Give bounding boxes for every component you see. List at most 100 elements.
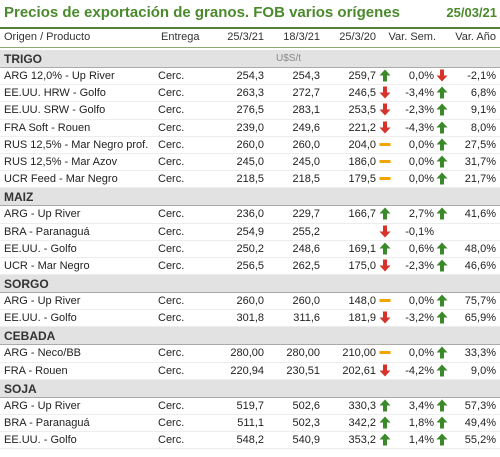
- delivery-cell: Cerc.: [158, 87, 185, 100]
- price-date-1: 548,2: [236, 434, 264, 447]
- price-date-3: 179,5: [348, 173, 376, 186]
- weekly-variation: -2,3%: [405, 259, 434, 272]
- price-date-2: 255,2: [292, 225, 320, 238]
- arrow-up-icon: [436, 364, 448, 377]
- section-name: TRIGO: [4, 52, 42, 66]
- table-row: ARG - Up River Cerc. 260,0 260,0 148,0 0,0% 75…: [0, 293, 500, 311]
- price-date-2: 218,5: [292, 173, 320, 186]
- price-date-2: 280,00: [286, 347, 320, 360]
- yearly-variation: 75,7%: [464, 295, 496, 308]
- weekly-variation: -3,2%: [405, 312, 434, 325]
- price-date-3: 175,0: [348, 259, 376, 272]
- delivery-cell: Cerc.: [158, 155, 185, 168]
- table-row: EE.UU. SRW - Golfo Cerc. 276,5 283,1 253,5 -2…: [0, 102, 500, 120]
- section-name: SOJA: [4, 381, 37, 396]
- report-title: Precios de exportación de granos. FOB va…: [4, 3, 400, 21]
- col-date-2: 18/3/21: [283, 31, 320, 43]
- yearly-variation: -2,1%: [467, 70, 496, 82]
- table-row: EE.UU. - Golfo Cerc. 301,8 311,6 181,9 -3,2% 6…: [0, 310, 500, 328]
- delivery-cell: Cerc.: [158, 364, 185, 377]
- delivery-cell: Cerc.: [158, 121, 185, 134]
- table-row: BRA - Paranaguá Cerc. 511,1 502,3 342,2 1,8% 4…: [0, 415, 500, 433]
- price-date-3: 342,2: [348, 417, 376, 429]
- report-header: Precios de exportación de granos. FOB va…: [0, 0, 500, 24]
- price-date-3: 169,1: [348, 242, 376, 255]
- price-date-2: 283,1: [292, 104, 320, 117]
- price-date-2: 272,7: [292, 87, 320, 100]
- dash-icon: [379, 172, 391, 185]
- col-product: Origen / Producto: [4, 31, 91, 43]
- product-name: ARG - Up River: [4, 295, 81, 308]
- price-date-1: 260,0: [236, 138, 264, 151]
- delivery-cell: Cerc.: [158, 208, 185, 221]
- arrow-up-icon: [379, 242, 391, 255]
- price-date-3: 221,2: [348, 121, 376, 134]
- price-date-2: 249,6: [292, 121, 320, 134]
- delivery-cell: Cerc.: [158, 347, 185, 360]
- product-name: UCR Feed - Mar Negro: [4, 173, 118, 186]
- product-name: RUS 12,5% - Mar Azov: [4, 155, 118, 168]
- arrow-down-icon: [379, 103, 391, 116]
- weekly-variation: -0,1%: [405, 225, 434, 238]
- price-date-1: 519,7: [236, 399, 264, 412]
- dash-icon: [379, 155, 391, 168]
- yearly-variation: 8,0%: [470, 121, 496, 134]
- weekly-variation: 0,0%: [408, 347, 434, 360]
- table-row: FRA - Rouen Cerc. 220,94 230,51 202,61 -4,2% 9…: [0, 363, 500, 380]
- price-date-1: 218,5: [236, 173, 264, 186]
- table-row: RUS 12,5% - Mar Negro prof. Cerc. 260,0 260…: [0, 137, 500, 154]
- weekly-variation: 1,4%: [408, 434, 434, 447]
- weekly-variation: 0,0%: [408, 155, 434, 168]
- price-date-1: 254,3: [236, 70, 264, 82]
- delivery-cell: Cerc.: [158, 417, 185, 429]
- table-row: ARG - Up River Cerc. 236,0 229,7 166,7 2,7% 41…: [0, 206, 500, 224]
- weekly-variation: 0,0%: [408, 295, 434, 308]
- price-date-2: 260,0: [292, 138, 320, 151]
- weekly-variation: 0,6%: [408, 242, 434, 255]
- table-row: RUS 12,5% - Mar Azov Cerc. 245,0 245,0 186,0…: [0, 154, 500, 172]
- price-date-2: 260,0: [292, 295, 320, 308]
- yearly-variation: 9,0%: [470, 364, 496, 377]
- arrow-down-icon: [379, 86, 391, 99]
- col-var-year: Var. Año: [455, 31, 496, 43]
- section-name: MAIZ: [4, 190, 34, 205]
- section-header: CEBADA: [0, 327, 500, 346]
- section-name: CEBADA: [4, 329, 56, 344]
- section-header: TRIGO U$S/t: [0, 50, 500, 68]
- report-date: 25/03/21: [446, 4, 497, 20]
- weekly-variation: -2,3%: [405, 104, 434, 117]
- price-date-2: 502,6: [292, 399, 320, 412]
- weekly-variation: 3,4%: [408, 399, 434, 412]
- price-date-1: 301,8: [236, 312, 264, 325]
- weekly-variation: 1,8%: [408, 417, 434, 429]
- arrow-down-icon: [379, 311, 391, 324]
- arrow-up-icon: [436, 172, 448, 185]
- price-date-1: 220,94: [230, 364, 264, 377]
- price-date-3: 148,0: [348, 295, 376, 308]
- price-date-1: 236,0: [236, 208, 264, 221]
- column-header-row: Origen / Producto Entrega 25/3/21 18/3/2…: [0, 30, 500, 46]
- price-date-3: 259,7: [348, 70, 376, 82]
- price-date-3: 181,9: [348, 312, 376, 325]
- column-header-divider: [0, 47, 500, 48]
- arrow-down-icon: [379, 364, 391, 377]
- delivery-cell: Cerc.: [158, 399, 185, 412]
- yearly-variation: 49,4%: [464, 417, 496, 429]
- product-name: EE.UU. - Golfo: [4, 242, 77, 255]
- dash-icon: [379, 138, 391, 151]
- delivery-cell: Cerc.: [158, 434, 185, 447]
- price-date-2: 502,3: [292, 417, 320, 429]
- arrow-up-icon: [436, 242, 448, 255]
- price-date-2: 229,7: [292, 208, 320, 221]
- product-name: BRA - Paranaguá: [4, 417, 90, 429]
- table-row: EE.UU. HRW - Golfo Cerc. 263,3 272,7 246,5 -3…: [0, 85, 500, 103]
- arrow-up-icon: [436, 433, 448, 446]
- arrow-up-icon: [379, 399, 391, 412]
- arrow-up-icon: [379, 69, 391, 82]
- product-name: BRA - Paranaguá: [4, 225, 90, 238]
- arrow-up-icon: [379, 416, 391, 429]
- dash-icon: [379, 294, 391, 307]
- delivery-cell: Cerc.: [158, 138, 185, 151]
- price-date-3: 246,5: [348, 87, 376, 100]
